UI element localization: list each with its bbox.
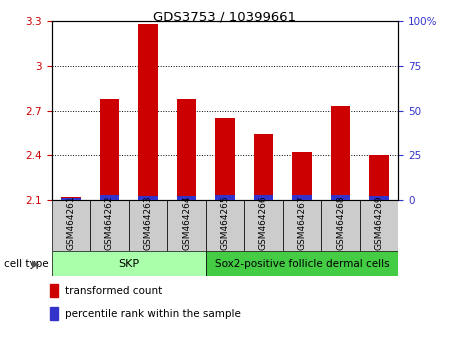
Bar xyxy=(100,195,119,200)
Text: GSM464266: GSM464266 xyxy=(259,196,268,250)
Bar xyxy=(177,99,196,354)
Text: GSM464265: GSM464265 xyxy=(220,196,230,250)
Text: ▶: ▶ xyxy=(32,259,40,269)
Bar xyxy=(139,24,158,354)
Bar xyxy=(52,251,206,276)
Bar xyxy=(90,200,129,251)
Bar xyxy=(283,200,321,251)
Text: GSM464268: GSM464268 xyxy=(336,196,345,250)
Text: percentile rank within the sample: percentile rank within the sample xyxy=(65,309,241,319)
Bar xyxy=(216,118,234,354)
Text: GSM464261: GSM464261 xyxy=(67,196,76,250)
Bar xyxy=(167,200,206,251)
Bar xyxy=(331,195,350,200)
Bar xyxy=(100,99,119,354)
Bar xyxy=(369,196,389,200)
Text: GSM464263: GSM464263 xyxy=(144,196,153,250)
Bar xyxy=(129,200,167,251)
Bar xyxy=(254,135,273,354)
Bar xyxy=(61,197,81,354)
Text: GSM464264: GSM464264 xyxy=(182,196,191,250)
Text: transformed count: transformed count xyxy=(65,286,162,296)
Bar xyxy=(177,196,196,200)
Bar xyxy=(254,195,273,200)
Bar xyxy=(50,284,58,297)
Bar xyxy=(331,106,350,354)
Text: SKP: SKP xyxy=(118,259,140,269)
Text: GDS3753 / 10399661: GDS3753 / 10399661 xyxy=(153,11,297,24)
Text: Sox2-positive follicle dermal cells: Sox2-positive follicle dermal cells xyxy=(215,259,389,269)
Bar xyxy=(369,155,389,354)
Bar xyxy=(360,200,398,251)
Bar xyxy=(206,200,244,251)
Text: GSM464262: GSM464262 xyxy=(105,196,114,250)
Bar xyxy=(292,152,311,354)
Bar xyxy=(321,200,360,251)
Bar xyxy=(216,195,234,200)
Bar xyxy=(52,200,90,251)
Text: cell type: cell type xyxy=(4,259,49,269)
Bar xyxy=(139,196,158,200)
Text: GSM464269: GSM464269 xyxy=(374,196,383,250)
Bar xyxy=(61,198,81,200)
Bar xyxy=(292,195,311,200)
Bar xyxy=(244,200,283,251)
Text: GSM464267: GSM464267 xyxy=(297,196,306,250)
Bar xyxy=(50,307,58,320)
Bar xyxy=(206,251,398,276)
